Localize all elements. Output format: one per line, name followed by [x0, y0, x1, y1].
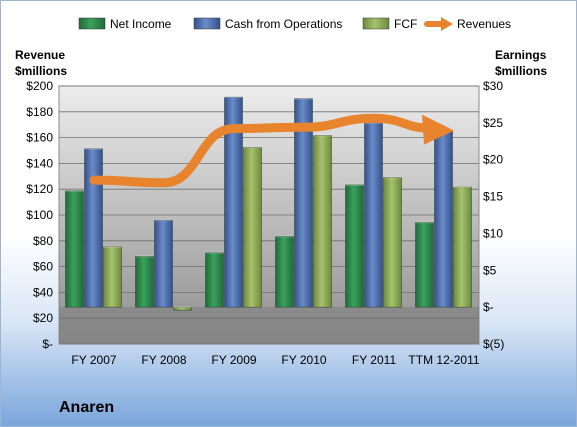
right-tick-label: $10 [483, 226, 503, 240]
left-axis-title-line1: Revenue [15, 48, 66, 62]
bar-cap [205, 251, 224, 254]
bars [65, 96, 472, 311]
legend-swatch-fcf [362, 17, 390, 30]
bar-cap [383, 176, 402, 179]
bar-cap [224, 96, 243, 99]
company-name: Anaren [59, 399, 115, 416]
x-tick-label: TTM 12-2011 [408, 353, 479, 367]
right-axis-title-line1: Earnings [495, 48, 547, 62]
legend-label-revenues: Revenues [457, 17, 511, 31]
bar-cash-from-operations [364, 122, 383, 308]
x-axis-ticks: FY 2007 FY 2008 FY 2009 FY 2010 FY 2011 TTM 1… [71, 353, 479, 367]
bar-cap [173, 306, 192, 309]
bar-cap [135, 255, 154, 258]
bar-cash-from-operations [154, 219, 173, 308]
legend-arrow-revenues [441, 17, 453, 31]
right-axis-title-line2: $millions [495, 64, 548, 78]
left-tick-label: $180 [26, 105, 53, 119]
left-axis-ticks: $- $20 $40 $60 $80 $100 $120 $140 $160 $180 $200 [26, 79, 53, 351]
bar-fcf [453, 186, 472, 308]
bar-net-income [275, 236, 294, 308]
bar-cap [243, 146, 262, 149]
right-tick-label: $15 [483, 190, 503, 204]
legend-swatch-cash-from-operations [193, 17, 221, 30]
x-tick-label: FY 2008 [141, 353, 186, 367]
x-tick-label: FY 2011 [352, 353, 397, 367]
plot-floor [59, 307, 479, 344]
legend-label-fcf: FCF [394, 17, 417, 31]
bar-fcf [243, 146, 262, 308]
bar-cap [154, 219, 173, 222]
bar-cap [313, 134, 332, 137]
bar-cap [65, 189, 84, 192]
bar-cap [294, 97, 313, 100]
left-tick-label: $120 [26, 182, 53, 196]
left-tick-label: $20 [33, 311, 53, 325]
revenue-line-path [89, 113, 439, 188]
bar-net-income [135, 256, 154, 308]
bar-fcf [313, 135, 332, 308]
x-tick-label: FY 2007 [71, 353, 116, 367]
right-tick-label: $- [483, 300, 494, 314]
bar-cap [364, 121, 383, 124]
x-tick-label: FY 2010 [281, 353, 326, 367]
bar-net-income [65, 190, 84, 308]
legend: Net Income Cash from Operations FCF Revenue… [78, 17, 511, 31]
left-tick-label: $100 [26, 208, 53, 222]
left-axis-title-line2: $millions [15, 64, 68, 78]
bar-cash-from-operations [294, 98, 313, 308]
bar-cap [275, 235, 294, 238]
bar-fcf [383, 177, 402, 308]
right-axis-ticks: $(5) $- $5 $10 $15 $20 $25 $30 [483, 79, 504, 351]
left-tick-label: $200 [26, 79, 53, 93]
bar-cap [345, 183, 364, 186]
left-tick-label: $40 [33, 285, 53, 299]
bar-cap [453, 185, 472, 188]
revenue-line [89, 113, 454, 188]
left-tick-label: $- [42, 337, 53, 351]
revenue-arrowhead [422, 114, 454, 145]
x-tick-label: FY 2009 [211, 353, 256, 367]
left-tick-label: $140 [26, 156, 53, 170]
legend-swatch-net-income [78, 17, 106, 30]
left-axis-title: Revenue $millions [15, 47, 105, 79]
right-tick-label: $20 [483, 153, 503, 167]
legend-label-net-income: Net Income [110, 17, 172, 31]
right-tick-label: $5 [483, 263, 497, 277]
bar-net-income [415, 222, 434, 308]
left-tick-label: $60 [33, 260, 53, 274]
bar-cap [84, 147, 103, 150]
gridlines [59, 85, 479, 345]
right-tick-label: $25 [483, 116, 503, 130]
right-tick-label: $30 [483, 79, 503, 93]
bar-fcf [103, 246, 122, 308]
right-tick-label: $(5) [483, 337, 504, 351]
left-tick-label: $80 [33, 234, 53, 248]
right-axis-title: Earnings $millions [495, 47, 575, 79]
bar-net-income [205, 252, 224, 308]
legend-label-cash-from-operations: Cash from Operations [225, 17, 342, 31]
bar-net-income [345, 184, 364, 308]
left-tick-label: $160 [26, 131, 53, 145]
bar-cash-from-operations [434, 129, 453, 308]
bar-cash-from-operations [224, 96, 243, 308]
bar-cap [103, 245, 122, 248]
bar-cash-from-operations [84, 148, 103, 308]
bar-cap [415, 221, 434, 224]
bar-fcf [173, 306, 192, 311]
